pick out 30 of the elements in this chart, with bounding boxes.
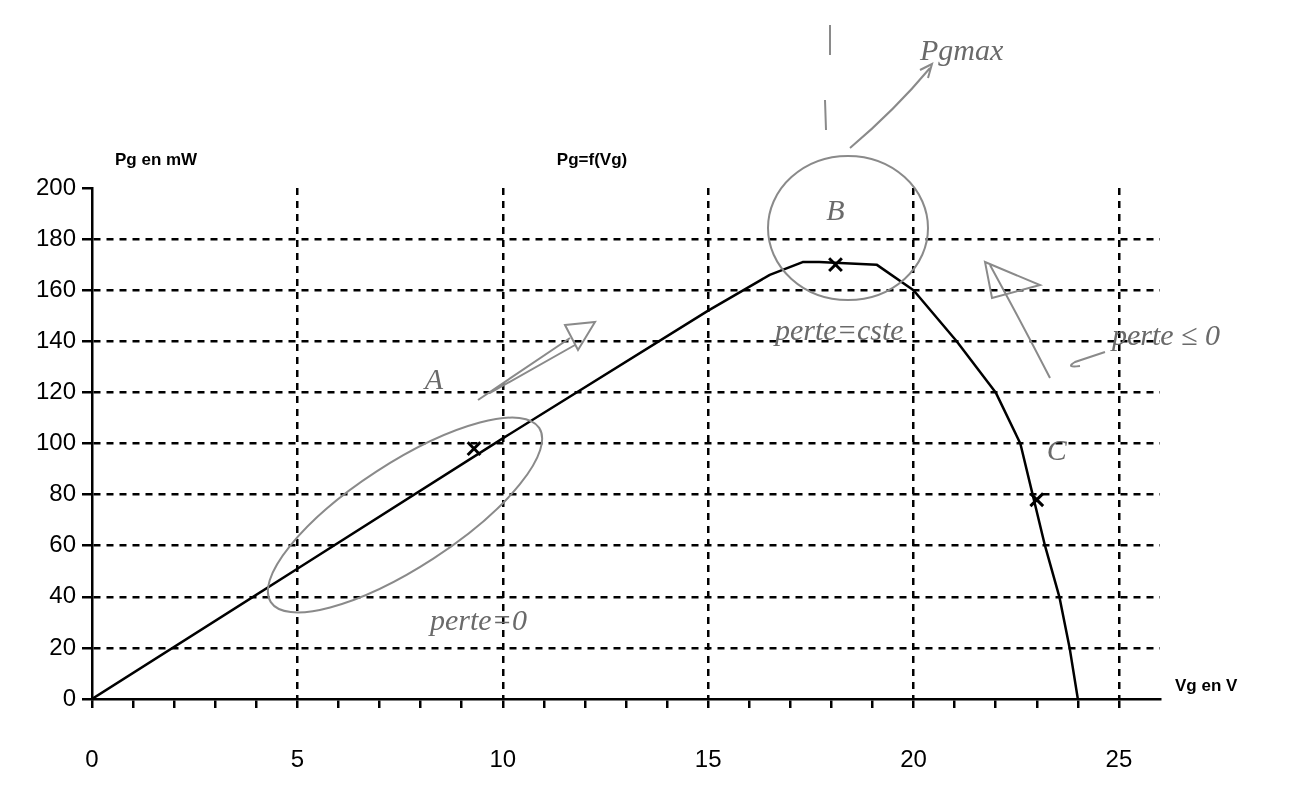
- x-tick-label: 10: [489, 745, 517, 773]
- y-tick-label: 200: [35, 172, 76, 200]
- y-tick-label: 0: [62, 683, 76, 711]
- x-tick-label: 25: [1105, 745, 1133, 773]
- y-tick-label: 160: [35, 274, 76, 302]
- x-tick-label: 0: [85, 745, 99, 773]
- annotation: C: [1046, 432, 1068, 466]
- y-tick-label: 140: [35, 325, 76, 353]
- x-tick-label: 20: [900, 745, 927, 773]
- x-tick-label: 5: [290, 745, 305, 773]
- x-tick-label: 15: [694, 745, 722, 773]
- y-axis-title: Pg en mW: [115, 150, 199, 169]
- x-axis-title: Vg en V: [1175, 676, 1239, 695]
- annotation: perte ≤ 0: [1110, 318, 1221, 351]
- y-tick-label: 180: [35, 223, 76, 251]
- text: Pgmax: [919, 33, 1004, 66]
- y-tick-label: 40: [49, 581, 76, 609]
- point: [827, 256, 844, 273]
- annotation: perte=0: [428, 603, 527, 636]
- point: [1028, 491, 1045, 508]
- point: [466, 440, 482, 457]
- annotation: perte=cste: [773, 313, 904, 346]
- y-tick-label: 80: [49, 479, 76, 507]
- annotation: B: [826, 192, 845, 226]
- y-tick-label: 60: [49, 530, 76, 558]
- y-tick-label: 20: [49, 632, 76, 660]
- chart-title: Pg=f(Vg): [556, 150, 628, 169]
- y-tick-label: 120: [35, 377, 76, 405]
- y-tick-label: 100: [35, 428, 76, 456]
- annotation: A: [422, 361, 444, 395]
